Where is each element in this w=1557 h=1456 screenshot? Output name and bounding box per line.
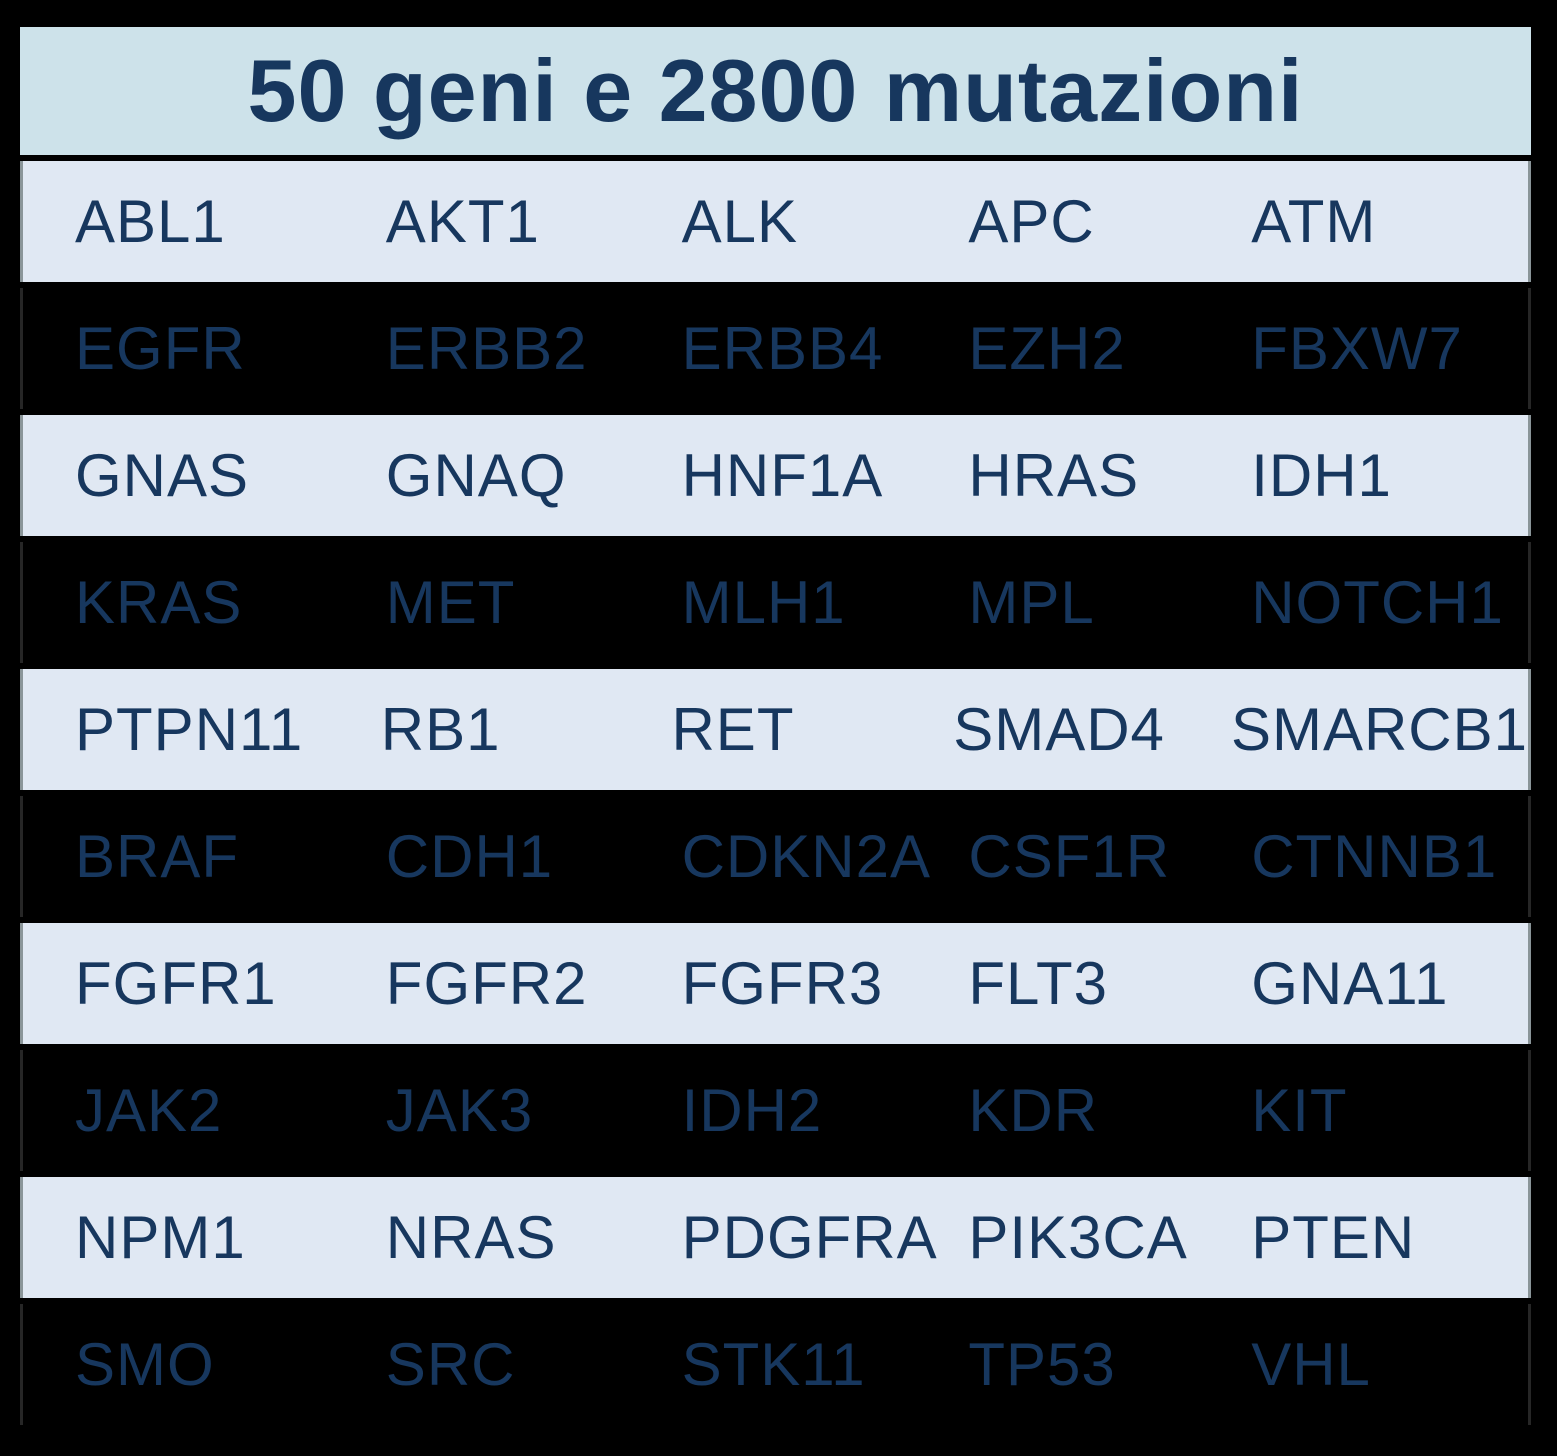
gene-cell: APC <box>968 188 1095 255</box>
gene-row: SMO SRC STK11 TP53 VHL <box>20 1304 1531 1425</box>
gene-cell: TP53 <box>968 1331 1116 1398</box>
gene-cell: VHL <box>1251 1331 1371 1398</box>
gene-row: JAK2 JAK3 IDH2 KDR KIT <box>20 1050 1531 1171</box>
gene-row: ABL1 AKT1 ALK APC ATM <box>20 161 1531 282</box>
gene-cell: FGFR2 <box>385 950 588 1017</box>
gene-cell: GNA11 <box>1251 950 1449 1017</box>
gene-row: PTPN11 RB1 RET SMAD4 SMARCB1 <box>20 669 1531 790</box>
gene-cell: ALK <box>681 188 799 255</box>
gene-cell: NPM1 <box>75 1204 246 1271</box>
gene-cell: MLH1 <box>681 569 846 636</box>
gene-cell: JAK3 <box>385 1077 534 1144</box>
gene-row: EGFR ERBB2 ERBB4 EZH2 FBXW7 <box>20 288 1531 409</box>
gene-row: NPM1 NRAS PDGFRA PIK3CA PTEN <box>20 1177 1531 1298</box>
gene-cell: SMAD4 <box>953 696 1165 763</box>
gene-cell: PTEN <box>1251 1204 1416 1271</box>
gene-cell: CDKN2A <box>681 823 931 890</box>
gene-cell: FBXW7 <box>1251 315 1463 382</box>
gene-cell: CTNNB1 <box>1251 823 1498 890</box>
gene-cell: IDH2 <box>681 1077 823 1144</box>
gene-panel-table: 50 geni e 2800 mutazioni ABL1 AKT1 ALK APC A… <box>20 27 1531 1425</box>
gene-cell: FGFR1 <box>75 950 277 1017</box>
gene-cell: KIT <box>1251 1077 1348 1144</box>
gene-cell: PIK3CA <box>968 1204 1188 1271</box>
gene-cell: GNAS <box>75 442 250 509</box>
gene-cell: KRAS <box>75 569 243 636</box>
table-title: 50 geni e 2800 mutazioni <box>20 27 1531 155</box>
gene-cell: FGFR3 <box>681 950 884 1017</box>
gene-cell: PTPN11 <box>75 696 304 763</box>
gene-cell: MPL <box>968 569 1095 636</box>
gene-cell: RET <box>671 696 795 763</box>
gene-cell: ABL1 <box>75 188 226 255</box>
gene-row: BRAF CDH1 CDKN2A CSF1R CTNNB1 <box>20 796 1531 917</box>
gene-cell: ERBB4 <box>681 315 884 382</box>
gene-cell: SMO <box>75 1331 215 1398</box>
gene-cell: HNF1A <box>681 442 884 509</box>
gene-cell: CDH1 <box>385 823 554 890</box>
gene-cell: ERBB2 <box>385 315 588 382</box>
gene-cell: SMARCB1 <box>1230 696 1529 763</box>
gene-cell: BRAF <box>75 823 240 890</box>
gene-cell: PDGFRA <box>681 1204 938 1271</box>
gene-rows-container: ABL1 AKT1 ALK APC ATM EGFR ERBB2 ERBB4 EZH2 FBXW7… <box>20 161 1531 1425</box>
gene-cell: IDH1 <box>1251 442 1392 509</box>
gene-cell: ATM <box>1251 188 1377 255</box>
gene-cell: KDR <box>968 1077 1099 1144</box>
gene-cell: EZH2 <box>968 315 1126 382</box>
gene-row: KRAS MET MLH1 MPL NOTCH1 <box>20 542 1531 663</box>
gene-cell: SRC <box>385 1331 516 1398</box>
gene-row: FGFR1 FGFR2 FGFR3 FLT3 GNA11 <box>20 923 1531 1044</box>
gene-cell: JAK2 <box>75 1077 223 1144</box>
gene-cell: EGFR <box>75 315 246 382</box>
gene-cell: STK11 <box>681 1331 866 1398</box>
gene-cell: CSF1R <box>968 823 1171 890</box>
gene-cell: AKT1 <box>385 188 540 255</box>
gene-cell: GNAQ <box>385 442 567 509</box>
gene-cell: HRAS <box>968 442 1140 509</box>
gene-cell: RB1 <box>380 696 501 763</box>
gene-row: GNAS GNAQ HNF1A HRAS IDH1 <box>20 415 1531 536</box>
gene-cell: FLT3 <box>968 950 1108 1017</box>
gene-cell: MET <box>385 569 516 636</box>
gene-cell: NRAS <box>385 1204 557 1271</box>
table-title-text: 50 geni e 2800 mutazioni <box>247 41 1304 140</box>
gene-cell: NOTCH1 <box>1251 569 1504 636</box>
